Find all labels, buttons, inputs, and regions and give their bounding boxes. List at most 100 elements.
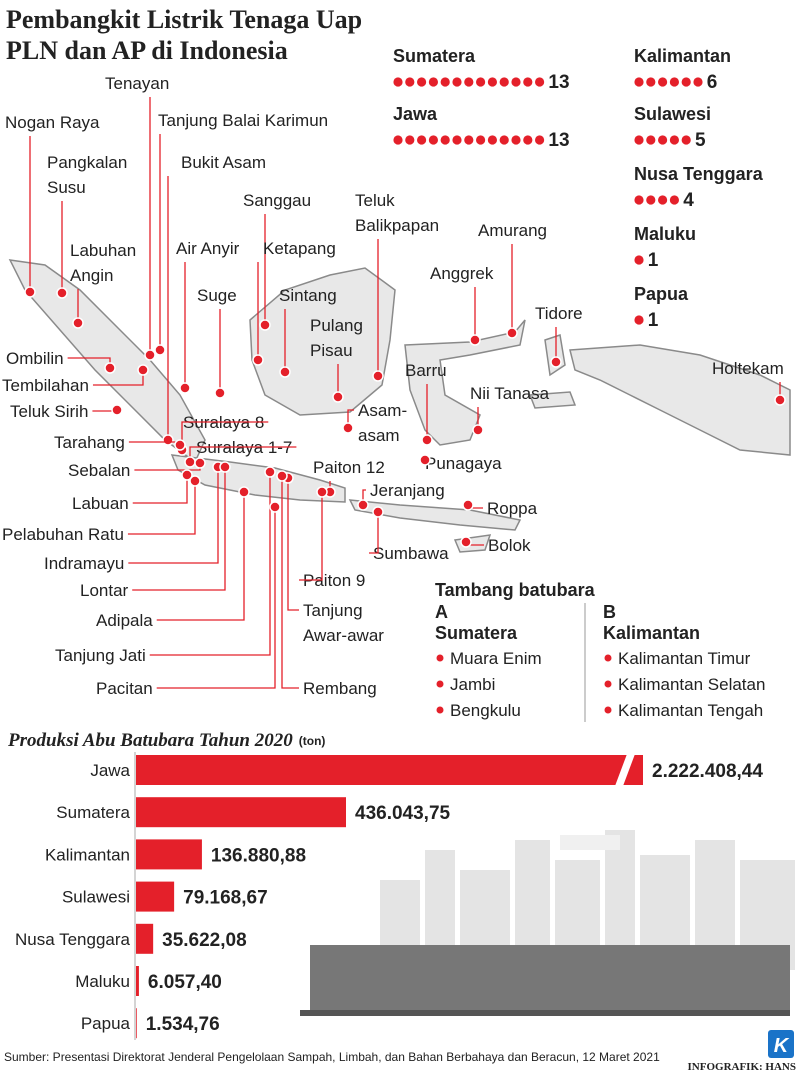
bullet bbox=[604, 680, 612, 688]
leader-line bbox=[369, 512, 379, 554]
count-dot bbox=[646, 195, 656, 205]
count-dot bbox=[634, 77, 644, 87]
count-dot bbox=[693, 77, 703, 87]
count-dot bbox=[535, 135, 545, 145]
count-label: 5 bbox=[695, 130, 706, 151]
count-dot bbox=[511, 77, 521, 87]
plant-label: Sumbawa bbox=[373, 544, 449, 563]
count-dot bbox=[681, 77, 691, 87]
plant-label: Barru bbox=[405, 361, 447, 380]
plant-label: Tanjung Balai Karimun bbox=[158, 111, 328, 130]
plant-dot bbox=[469, 334, 481, 346]
mining-site: Kalimantan Timur bbox=[618, 649, 751, 668]
count-dot bbox=[535, 77, 545, 87]
value-label: 79.168,67 bbox=[183, 888, 268, 909]
region-name: Sulawesi bbox=[634, 104, 711, 124]
plant-label: Ketapang bbox=[263, 239, 336, 258]
plant-dot bbox=[332, 391, 344, 403]
count-label: 4 bbox=[683, 190, 694, 211]
bar bbox=[136, 881, 175, 912]
plant-label: Tanjung Jati bbox=[55, 646, 146, 665]
value-label: 6.057,40 bbox=[148, 972, 222, 993]
region-name: Sumatera bbox=[393, 46, 476, 66]
leader-line bbox=[156, 507, 276, 689]
plant-label: Roppa bbox=[487, 499, 538, 518]
region-name: Kalimantan bbox=[634, 46, 731, 66]
count-label: 1 bbox=[648, 250, 659, 271]
plant-dot bbox=[174, 439, 186, 451]
count-dot bbox=[634, 315, 644, 325]
category-label: Maluku bbox=[75, 972, 130, 991]
plant-label: Tarahang bbox=[54, 433, 125, 452]
plant-dot bbox=[342, 422, 354, 434]
count-dot bbox=[452, 135, 462, 145]
count-dot bbox=[393, 77, 403, 87]
plant-label: Labuan bbox=[72, 494, 129, 513]
plant-label: Nogan Raya bbox=[5, 113, 100, 132]
plant-label: Sintang bbox=[279, 286, 337, 305]
plant-label: Ombilin bbox=[6, 349, 64, 368]
count-dot bbox=[634, 195, 644, 205]
title: Pembangkit Listrik Tenaga Uap bbox=[6, 5, 362, 34]
bar bbox=[136, 797, 346, 828]
plant-label: Pacitan bbox=[96, 679, 153, 698]
plant-label: Tanjung bbox=[303, 601, 363, 620]
count-dot bbox=[417, 77, 427, 87]
count-dot bbox=[487, 77, 497, 87]
leader-line bbox=[128, 467, 219, 564]
count-dot bbox=[440, 77, 450, 87]
count-dot bbox=[511, 135, 521, 145]
leader-line bbox=[347, 409, 354, 428]
plant-dot bbox=[162, 434, 174, 446]
plant-label: Tembilahan bbox=[2, 376, 89, 395]
count-dot bbox=[669, 77, 680, 87]
plant-label: Paiton 12 bbox=[313, 458, 385, 477]
plant-dot bbox=[269, 501, 281, 513]
plant-dot bbox=[357, 499, 369, 511]
title: PLN dan AP di Indonesia bbox=[6, 36, 288, 65]
credit: INFOGRAFIK: HANS bbox=[688, 1061, 796, 1073]
mining-site: Kalimantan Tengah bbox=[618, 701, 763, 720]
plant-dot bbox=[194, 457, 206, 469]
plant-dot bbox=[774, 394, 786, 406]
bullet bbox=[604, 654, 612, 662]
count-dot bbox=[646, 77, 656, 87]
plant-label: Rembang bbox=[303, 679, 377, 698]
plant-label: Nii Tanasa bbox=[470, 384, 550, 403]
count-dot bbox=[405, 135, 415, 145]
plant-dot bbox=[252, 354, 264, 366]
plant-dot bbox=[472, 424, 484, 436]
plant-dot bbox=[219, 461, 231, 473]
count-dot bbox=[658, 195, 668, 205]
count-dot bbox=[634, 255, 644, 265]
plant-dot bbox=[184, 456, 196, 468]
source: Sumber: Presentasi Direktorat Jenderal P… bbox=[4, 1050, 660, 1064]
plant-dot bbox=[144, 349, 156, 361]
count-dot bbox=[440, 135, 450, 145]
plant-label: Pelabuhan Ratu bbox=[2, 525, 124, 544]
count-dot bbox=[499, 77, 509, 87]
plant-label: Pangkalan bbox=[47, 153, 127, 172]
plant-dot bbox=[72, 317, 84, 329]
plant-dot bbox=[279, 366, 291, 378]
count-dot bbox=[476, 135, 486, 145]
region-name: Jawa bbox=[393, 104, 438, 124]
count-dot bbox=[669, 135, 680, 145]
plant-label: Air Anyir bbox=[176, 239, 240, 258]
plant-label: Teluk bbox=[355, 191, 395, 210]
leader-line bbox=[132, 475, 188, 504]
bar bbox=[136, 966, 139, 996]
plant-dot bbox=[316, 486, 328, 498]
plant-label: Tenayan bbox=[105, 74, 169, 93]
bullet bbox=[436, 680, 444, 688]
plant-dot bbox=[550, 356, 562, 368]
count-dot bbox=[523, 77, 533, 87]
count-label: 13 bbox=[548, 130, 569, 151]
mining-site: Bengkulu bbox=[450, 701, 521, 720]
bar bbox=[136, 923, 154, 954]
plant-label: Lontar bbox=[80, 581, 129, 600]
bullet bbox=[604, 706, 612, 714]
plant-label: Bolok bbox=[488, 536, 531, 555]
count-dot bbox=[634, 135, 644, 145]
mining-site: Muara Enim bbox=[450, 649, 542, 668]
